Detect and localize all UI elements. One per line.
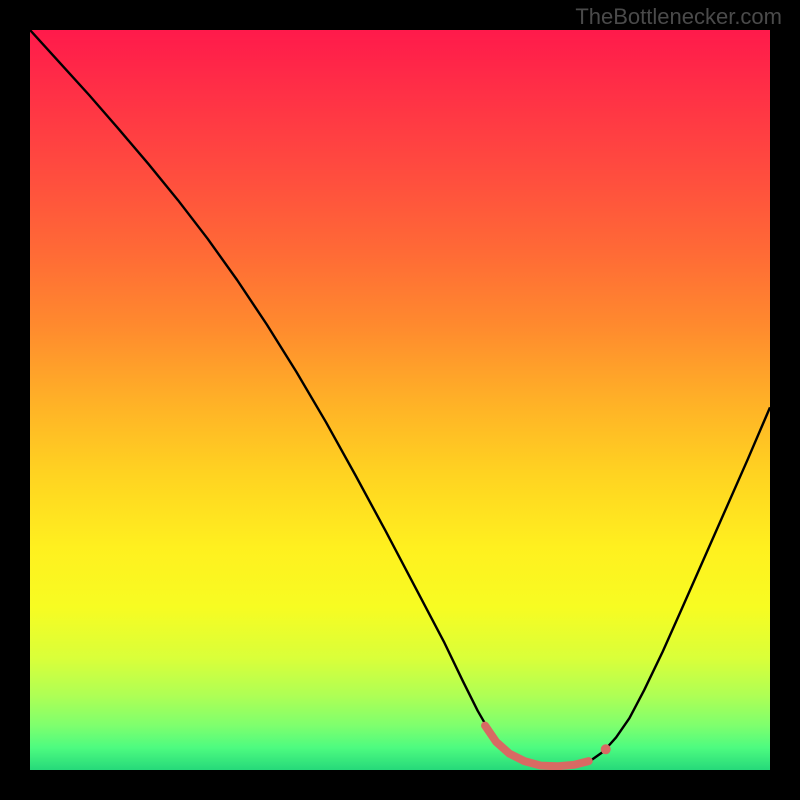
bottleneck-curve-chart xyxy=(0,0,800,800)
recommended-point-marker xyxy=(601,744,611,754)
watermark-text: TheBottlenecker.com xyxy=(575,4,782,30)
chart-stage: TheBottlenecker.com xyxy=(0,0,800,800)
